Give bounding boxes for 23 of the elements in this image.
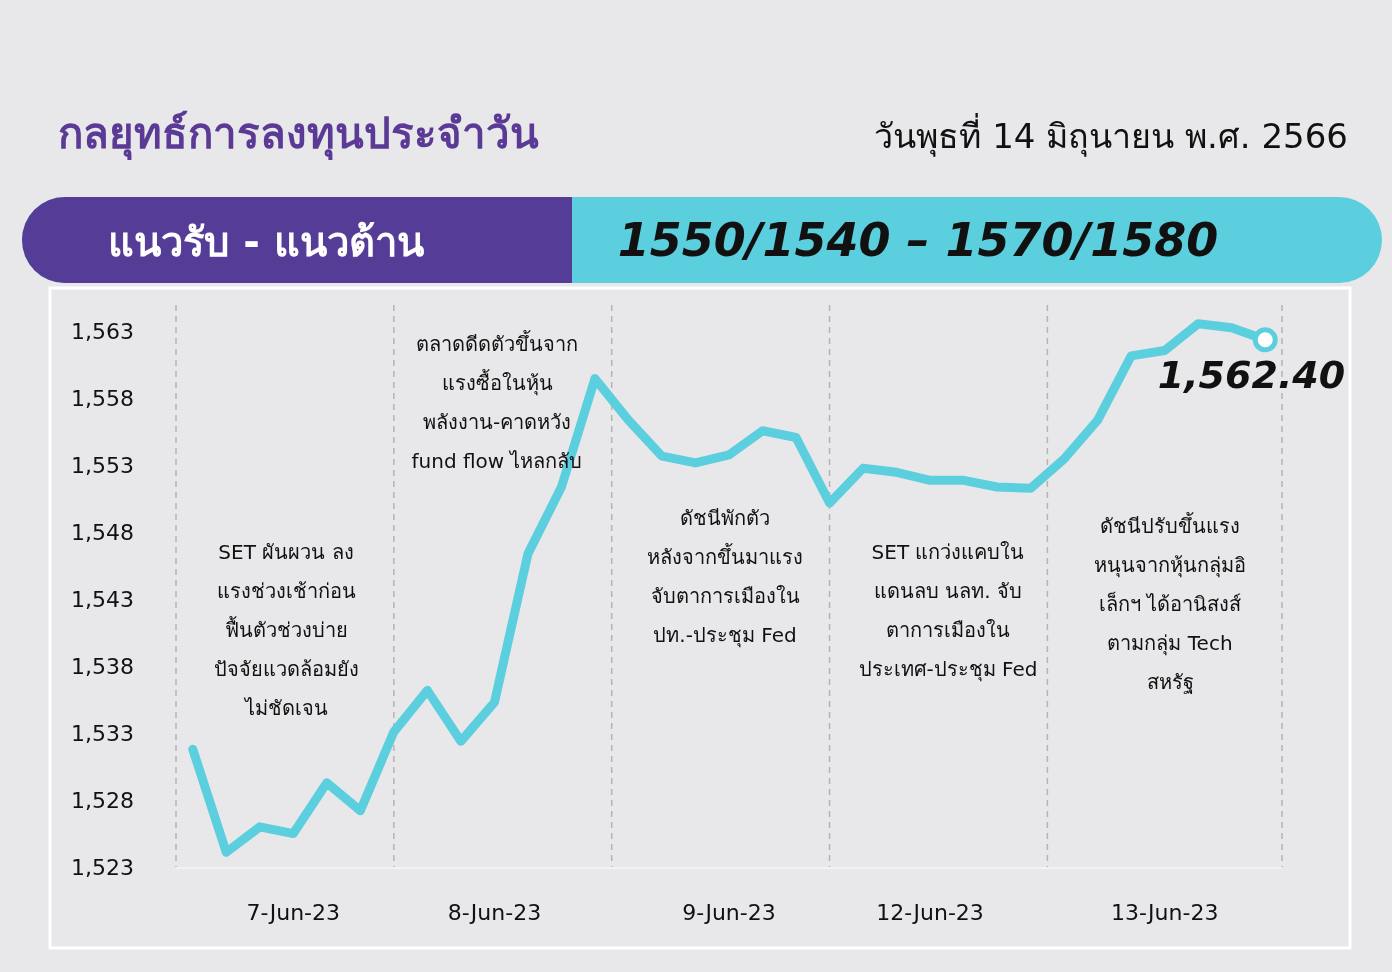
annotation: 1,562.40	[1157, 352, 1346, 397]
chart-title: กลยุทธ์การลงทุนประจำวัน	[58, 109, 539, 160]
text: 1550/1540 – 1570/1580	[617, 213, 1219, 267]
chart-subtitle: วันพุธที่ 14 มิถุนายน พ.ศ. 2566	[874, 113, 1348, 157]
y-tick-label: 1,563	[71, 319, 134, 345]
x-tick-label: 13-Jun-23	[1110, 899, 1219, 925]
annotation: SET ผันผวน ลง แรงช่วงเช้าก่อน ฟื้นตัวช่วงบ่าย ปัจจัยแวดล้อมยัง ไม่ชัดเจน	[213, 540, 359, 720]
y-tick-label: 1,523	[71, 854, 134, 880]
annotation: SET แกว่งแคบใน แดนลบ นลท. จับ ตาการเมืองใน ประเทศ-ประชุม Fed	[858, 540, 1038, 682]
x-tick-label: 12-Jun-23	[876, 899, 984, 925]
x-tick-label: 8-Jun-23	[447, 899, 542, 925]
y-tick-label: 1,533	[71, 720, 134, 746]
x-tick-label: 9-Jun-23	[682, 899, 776, 925]
annotation: ดัชนีพักตัว หลังจากขึ้นมาแรง จับตาการเมืองใน ปท.-ประชุม Fed	[647, 506, 803, 648]
x-tick-label: 7-Jun-23	[246, 899, 341, 925]
y-tick-label: 1,553	[71, 453, 134, 479]
y-tick-label: 1,528	[71, 787, 134, 813]
y-tick-label: 1,558	[71, 386, 134, 412]
y-tick-label: 1,543	[71, 586, 134, 612]
y-tick-label: 1,538	[71, 653, 134, 679]
y-tick-label: 1,548	[71, 519, 134, 545]
text: แนวรับ - แนวต้าน	[108, 219, 424, 265]
annotation: ดัชนีปรับขึ้นแรง หนุนจากหุ้นกลุ่มอิ เล็กฯ ได้อานิสงส์ ตามกลุ่ม Tech สหรัฐ	[1094, 512, 1246, 694]
